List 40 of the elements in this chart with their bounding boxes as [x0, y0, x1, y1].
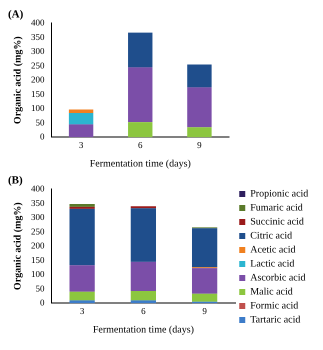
y-tick-label: 50	[36, 117, 45, 128]
legend-label: Ascorbic acid	[250, 272, 306, 284]
y-tick-label: 150	[31, 88, 45, 99]
chart-title: (A)	[8, 8, 24, 20]
y-tick-label: 200	[31, 74, 45, 85]
x-tick-label: 9	[197, 140, 202, 150]
x-tick-label: 3	[80, 306, 85, 316]
legend-label: Tartaric acid	[250, 314, 300, 326]
x-tick-label: 6	[138, 140, 143, 150]
y-tick-label: 300	[31, 46, 45, 56]
y-tick-label: 350	[31, 198, 45, 208]
legend-label: Formic acid	[250, 300, 298, 312]
y-tick-label: 0	[40, 298, 45, 308]
y-tick-label: 350	[31, 32, 45, 42]
legend-label: Acetic acid	[250, 244, 296, 256]
x-tick-label: 9	[202, 306, 208, 316]
y-tick-label: 300	[31, 212, 45, 222]
legend-label: Malic acid	[250, 286, 293, 298]
y-tick-label: 250	[31, 226, 45, 236]
y-tick-label: 150	[31, 254, 45, 265]
y-tick-label: 100	[31, 103, 45, 114]
legend-label: Fumaric acid	[250, 202, 303, 214]
y-tick-label: 0	[40, 132, 45, 142]
y-axis-title: Organic acid (mg%)	[12, 36, 24, 124]
y-tick-label: 50	[36, 283, 45, 294]
x-axis-title: Fermentation time (days)	[90, 158, 191, 170]
chart-title: (B)	[8, 174, 23, 186]
y-axis-title: Organic acid (mg%)	[12, 202, 24, 290]
y-tick-label: 100	[31, 269, 45, 280]
legend-label: Propionic acid	[250, 188, 308, 200]
y-tick-label: 400	[31, 18, 45, 28]
x-tick-label: 3	[78, 140, 84, 150]
y-tick-label: 400	[31, 184, 45, 194]
legend-label: Lactic acid	[250, 258, 294, 270]
x-tick-label: 6	[141, 306, 146, 316]
y-tick-label: 250	[31, 60, 45, 70]
x-axis-title: Fermentation time (days)	[92, 324, 194, 336]
legend-label: Citric acid	[250, 230, 292, 242]
legend-label: Succinic acid	[250, 216, 304, 228]
y-tick-label: 200	[31, 240, 45, 251]
